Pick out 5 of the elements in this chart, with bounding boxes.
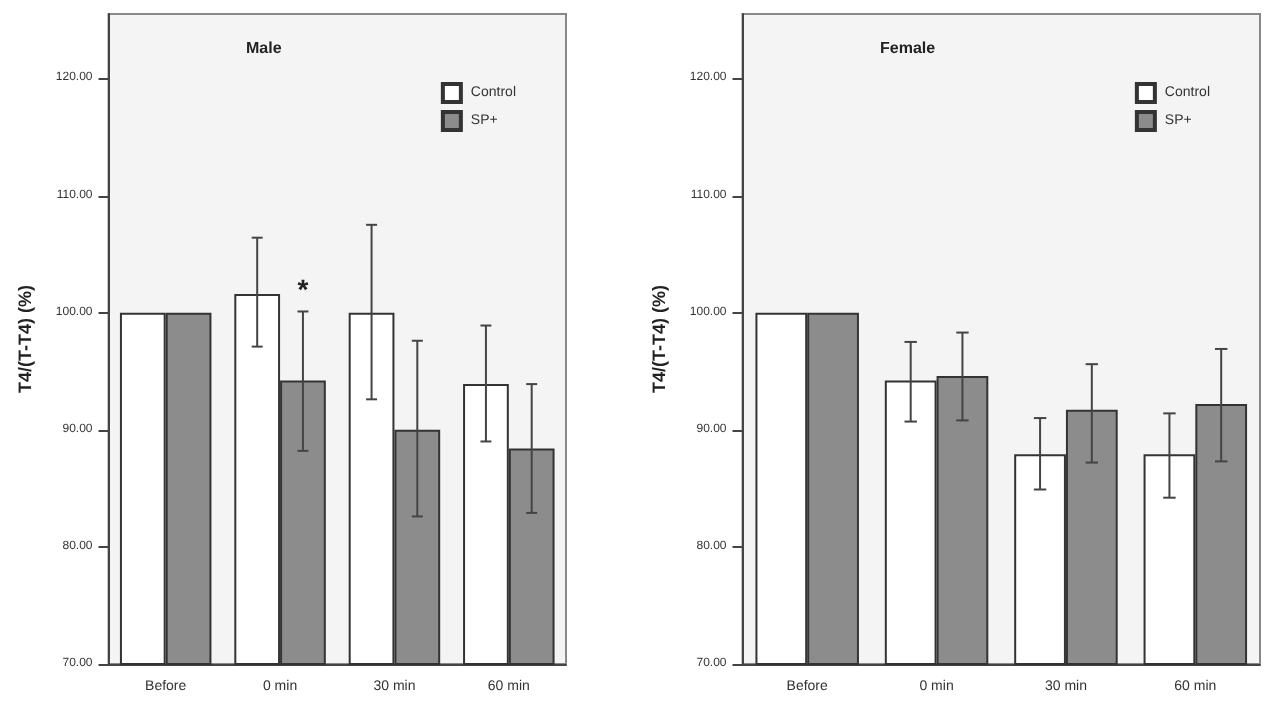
y-axis-title: T4/(T-T4) (%): [648, 285, 668, 393]
y-axis-title: T4/(T-T4) (%): [15, 285, 35, 393]
annotation: *: [297, 273, 310, 306]
text: Female: [879, 39, 936, 57]
text: Male: [246, 39, 283, 57]
